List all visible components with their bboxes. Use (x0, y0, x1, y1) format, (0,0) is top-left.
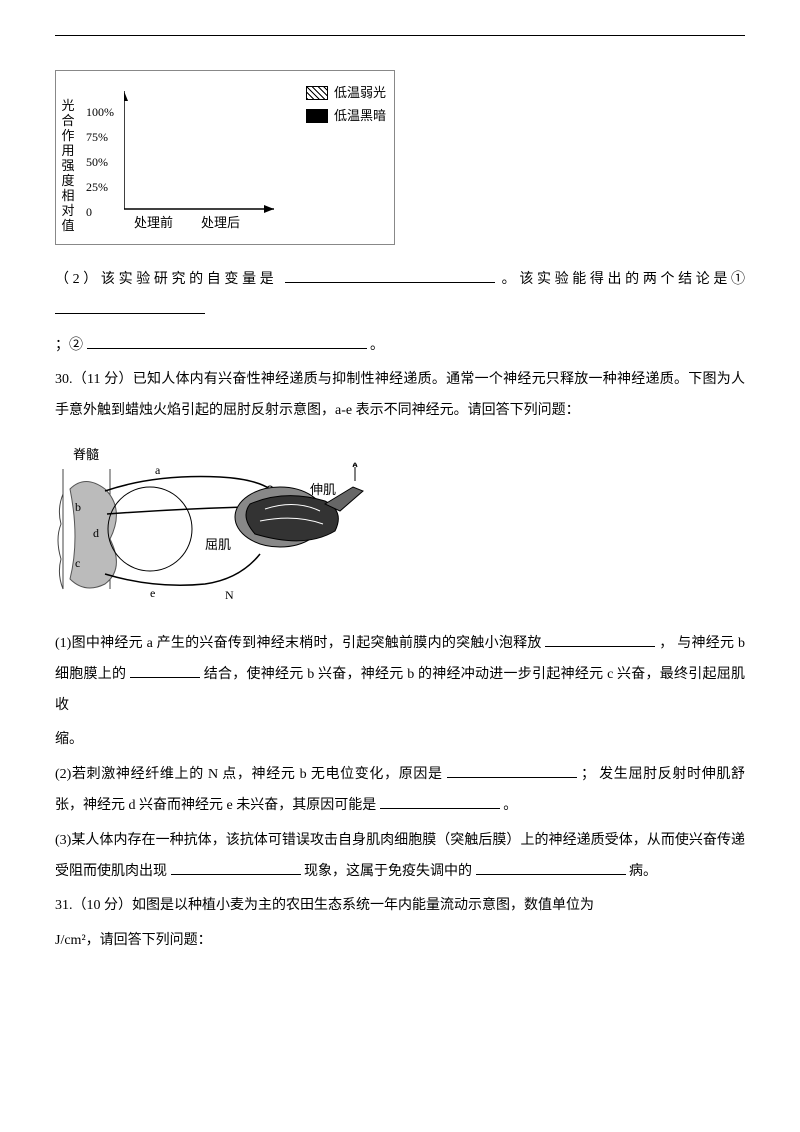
reflex-arc-diagram: 脊髓 b d c a e N 伸肌 屈肌 (55, 439, 385, 614)
q29-2-line2-suffix: 。 (370, 338, 384, 353)
xlabel-before: 处理前 (134, 209, 173, 238)
hatch-swatch-icon (306, 86, 328, 100)
label-b: b (75, 500, 81, 514)
q29-2-mid: 。该实验能得出的两个结论是① (502, 272, 745, 287)
blank-reason-N (447, 764, 577, 778)
q29-2-line2-prefix: ；② (55, 338, 83, 353)
blank-variable (285, 269, 495, 283)
photosynthesis-chart: 光合作用强度相对值 100% 75% 50% 25% 0 处理前 处理后 (55, 70, 395, 245)
q30-p1-a: (1)图中神经元 a 产生的兴奋传到神经末梢时，引起突触前膜内的突触小泡释放 (55, 636, 542, 651)
q29-2-line1: （2）该实验研究的自变量是 。该实验能得出的两个结论是① (55, 265, 745, 327)
q31-header: 31.（10 分）如图是以种植小麦为主的农田生态系统一年内能量流动示意图，数值单… (55, 891, 745, 922)
q30-p3-c: 病。 (629, 864, 657, 879)
legend-item-dark: 低温黑暗 (306, 104, 386, 127)
blank-conclusion1 (55, 300, 205, 314)
xlabel-after: 处理后 (201, 209, 240, 238)
blank-conclusion2 (87, 335, 367, 349)
label-N: N (225, 588, 234, 602)
chart-axes (124, 91, 284, 216)
q31-line2: J/cm²，请回答下列问题： (55, 926, 745, 957)
q29-2-prefix: （2）该实验研究的自变量是 (55, 272, 277, 287)
blank-phenomenon (171, 861, 301, 875)
legend-label-dark: 低温黑暗 (334, 104, 386, 127)
solid-swatch-icon (306, 109, 328, 123)
label-e: e (150, 586, 155, 600)
label-c: c (75, 556, 80, 570)
ytick-50: 50% (86, 156, 108, 168)
label-d: d (93, 526, 99, 540)
label-extensor: 伸肌 (310, 482, 336, 497)
blank-receptor (130, 664, 200, 678)
blank-neurotransmitter (545, 633, 655, 647)
legend-label-lowlight: 低温弱光 (334, 81, 386, 104)
blank-reason-de (380, 795, 500, 809)
legend-item-lowlight: 低温弱光 (306, 81, 386, 104)
ytick-100: 100% (86, 106, 114, 118)
ytick-25: 25% (86, 181, 108, 193)
q30-p2: (2)若刺激神经纤维上的 N 点，神经元 b 无电位变化，原因是 ； 发生屈肘反… (55, 760, 745, 822)
q30-p1-line2: 缩。 (55, 725, 745, 756)
ytick-75: 75% (86, 131, 108, 143)
ytick-0: 0 (86, 206, 92, 218)
label-a: a (155, 463, 161, 477)
q30-header: 30.（11 分）已知人体内有兴奋性神经递质与抑制性神经递质。通常一个神经元只释… (55, 365, 745, 427)
q30-p2-c: 。 (503, 798, 517, 813)
chart-y-label: 光合作用强度相对值 (60, 99, 76, 233)
chart-legend: 低温弱光 低温黑暗 (306, 81, 386, 128)
q30-p3: (3)某人体内存在一种抗体，该抗体可错误攻击自身肌肉细胞膜（突触后膜）上的神经递… (55, 826, 745, 888)
q30-p2-a: (2)若刺激神经纤维上的 N 点，神经元 b 无电位变化，原因是 (55, 767, 443, 782)
blank-disease-type (476, 861, 626, 875)
q30-p3-b: 现象，这属于免疫失调中的 (304, 864, 472, 879)
q30-p1-line1: (1)图中神经元 a 产生的兴奋传到神经末梢时，引起突触前膜内的突触小泡释放 ，… (55, 629, 745, 721)
q29-2-line2: ；② 。 (55, 331, 745, 362)
label-spinal: 脊髓 (73, 447, 99, 462)
label-flexor: 屈肌 (205, 537, 231, 552)
